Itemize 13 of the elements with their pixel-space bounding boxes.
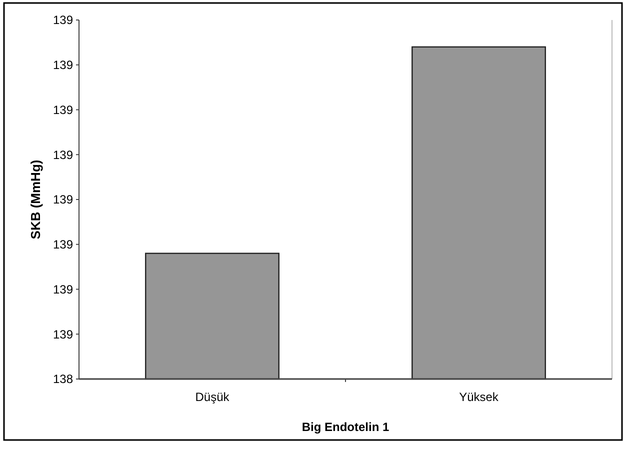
y-tick-label: 139 [52, 148, 74, 162]
y-tick-label: 139 [52, 58, 74, 72]
y-tick-label: 139 [52, 282, 74, 296]
x-axis-title: Big Endotelin 1 [302, 420, 390, 434]
y-tick-label: 139 [52, 102, 74, 117]
x-tick-label: Yüksek [459, 390, 500, 404]
y-axis-title: SKB (MmHg) [28, 160, 43, 240]
y-tick-label: 139 [52, 192, 74, 207]
y-tick-label: 139 [52, 13, 74, 28]
x-tick-label: Düşük [195, 390, 230, 404]
y-tick-label: 139 [52, 327, 74, 342]
y-tick-label: 139 [52, 238, 74, 252]
y-tick-label: 138 [52, 372, 74, 386]
